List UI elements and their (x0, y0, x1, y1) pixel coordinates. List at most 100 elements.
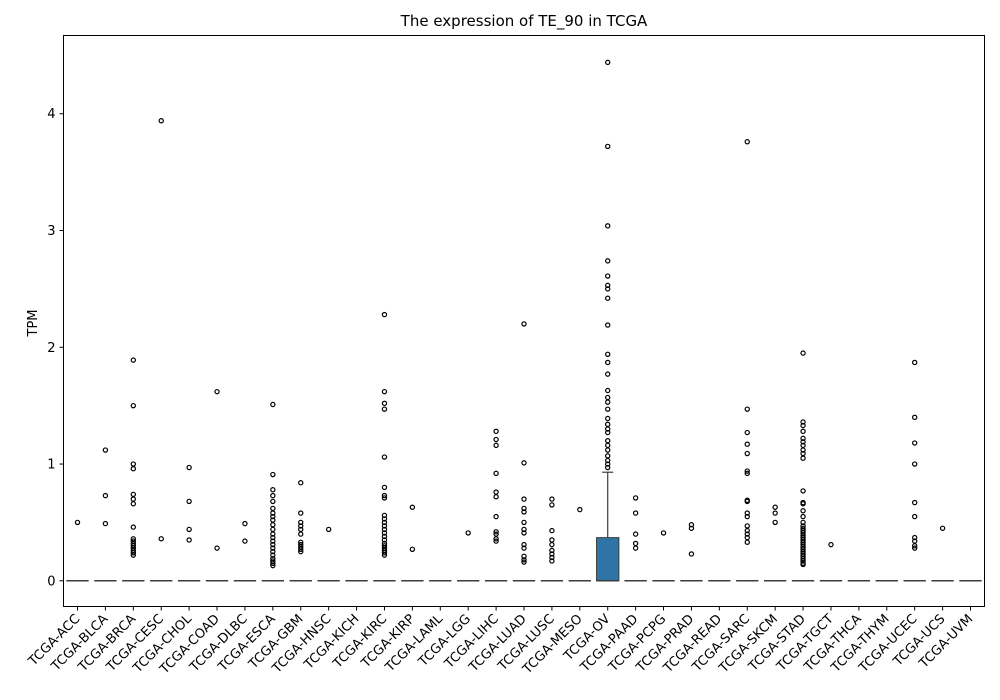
outlier-point (381, 492, 388, 499)
outlier-point (800, 435, 806, 442)
outlier-point (493, 513, 499, 520)
outlier-point (298, 510, 304, 516)
outlier-point (605, 447, 611, 453)
outlier-point (270, 492, 276, 499)
outlier-point (521, 559, 527, 565)
box-group (401, 504, 424, 582)
outlier-point (298, 531, 304, 537)
outlier-point (130, 496, 137, 502)
y-tick-label: 3 (47, 224, 55, 239)
outlier-point (521, 519, 527, 526)
outlier-point (605, 387, 611, 394)
outlier-point (605, 322, 611, 328)
y-axis: 0 1 2 3 4 (47, 107, 64, 589)
outlier-point (242, 520, 248, 527)
box-group (150, 118, 173, 582)
box-group (457, 530, 480, 582)
outlier-point (381, 537, 388, 543)
outlier-point (744, 539, 750, 545)
outlier-point (800, 419, 806, 425)
outlier-point (270, 526, 276, 533)
outlier-point (744, 468, 750, 474)
outlier-point (298, 523, 304, 529)
box-group (122, 357, 145, 582)
outlier-point (409, 546, 416, 552)
outlier-point (270, 505, 276, 512)
outlier-point (521, 557, 527, 563)
outlier-point (605, 286, 611, 292)
outlier-point (130, 466, 137, 472)
outlier-point (270, 531, 276, 537)
outlier-point (911, 499, 918, 506)
outlier-point (493, 470, 499, 477)
box-group (763, 504, 787, 582)
outlier-point (605, 442, 611, 449)
box-group (512, 321, 536, 582)
outlier-point (605, 421, 611, 428)
outlier-point (493, 529, 499, 535)
box-group (205, 388, 229, 582)
outlier-point (800, 501, 806, 507)
box-group (261, 401, 285, 582)
outlier-point (270, 487, 276, 493)
outlier-point (605, 223, 611, 229)
outlier-point (688, 525, 695, 531)
outlier-point (605, 426, 611, 432)
outlier-point (325, 526, 332, 533)
outlier-point (744, 527, 750, 534)
outlier-point (800, 561, 806, 568)
box-group (94, 447, 117, 582)
outlier-point (605, 143, 611, 150)
box-group (903, 359, 926, 582)
y-tick-label: 2 (47, 341, 55, 356)
outlier-point (270, 498, 276, 505)
outlier-point (744, 470, 750, 477)
outlier-point (270, 510, 276, 516)
outlier-point (381, 516, 388, 522)
outlier-point (130, 461, 137, 467)
outlier-point (381, 523, 388, 529)
outlier-point (800, 558, 806, 564)
outlier-point (605, 399, 611, 405)
outlier-point (660, 530, 667, 536)
outlier-point (605, 394, 611, 401)
outlier-point (186, 464, 192, 471)
outlier-point (270, 552, 276, 558)
outlier-point (911, 534, 918, 541)
outlier-point (688, 522, 695, 528)
box-group (373, 311, 396, 582)
box-group (819, 541, 843, 582)
outlier-point (381, 512, 388, 519)
outlier-point (381, 526, 388, 533)
outlier-point (102, 492, 109, 499)
outlier-point (381, 552, 388, 558)
outlier-point (549, 551, 555, 557)
outlier-point (800, 513, 806, 520)
outlier-point (521, 460, 527, 466)
outlier-point (521, 496, 527, 502)
outlier-point (800, 455, 806, 461)
outlier-point (521, 526, 527, 533)
outlier-point (549, 527, 555, 534)
box-group (568, 506, 591, 582)
outlier-point (521, 545, 527, 551)
outlier-point (605, 273, 611, 279)
y-tick-label: 0 (47, 574, 55, 589)
outlier-point (381, 311, 388, 318)
outlier-point (772, 504, 778, 510)
outlier-point (130, 501, 137, 507)
outlier-point (632, 510, 639, 516)
outlier-point (632, 495, 639, 501)
box-group (791, 350, 815, 582)
outlier-point (772, 519, 778, 526)
outlier-point (214, 545, 220, 551)
outlier-point (549, 554, 555, 561)
outlier-point (744, 139, 750, 145)
outlier-point (130, 524, 137, 530)
outlier-point (605, 282, 611, 289)
outlier-point (214, 388, 220, 395)
outlier-point (381, 519, 388, 526)
outlier-point (744, 513, 750, 520)
outlier-point (605, 457, 611, 464)
